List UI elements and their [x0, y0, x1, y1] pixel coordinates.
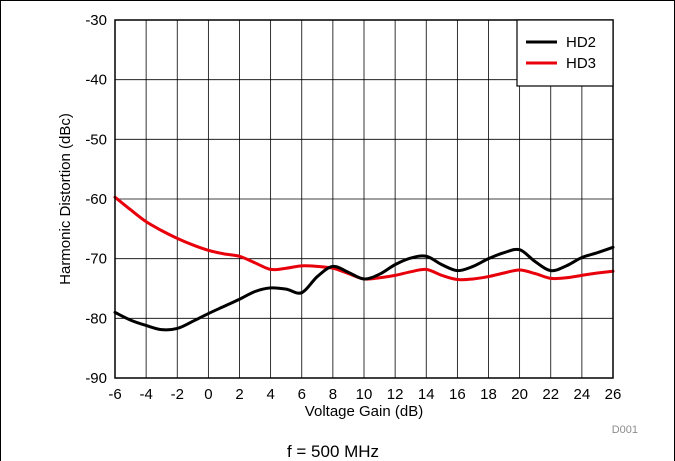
x-tick-label: 4 — [266, 386, 274, 403]
y-tick-label: -40 — [85, 72, 107, 89]
y-tick-label: -30 — [85, 12, 107, 29]
x-tick-label: 20 — [511, 386, 528, 403]
x-tick-label: 8 — [329, 386, 337, 403]
legend-box — [516, 19, 614, 87]
figure-code-label: D001 — [612, 424, 638, 436]
legend: HD2 HD3 — [516, 19, 614, 87]
x-tick-label: -2 — [171, 386, 184, 403]
figure-caption: f = 500 MHz — [287, 442, 379, 461]
x-tick-label: 18 — [480, 386, 497, 403]
x-tick-label: 26 — [605, 386, 622, 403]
y-tick-label: -90 — [85, 370, 107, 387]
x-tick-label: 12 — [387, 386, 404, 403]
x-tick-label: 24 — [574, 386, 591, 403]
legend-label-hd3: HD3 — [566, 55, 596, 72]
y-tick-label: -80 — [85, 310, 107, 327]
x-tick-label: 22 — [542, 386, 559, 403]
series-line-hd2 — [113, 245, 615, 332]
x-tick-label: 2 — [235, 386, 243, 403]
x-tick-label: 16 — [449, 386, 466, 403]
series-lines — [113, 195, 615, 332]
x-tick-label: 0 — [204, 386, 212, 403]
x-tick-label: 14 — [418, 386, 435, 403]
tick-labels: -6 -4 -2 0 2 4 6 8 10 12 14 16 18 20 22 24 26-30-40-50-6… — [85, 12, 621, 403]
x-tick-label: -6 — [108, 386, 121, 403]
legend-label-hd2: HD2 — [566, 34, 596, 51]
y-axis-title: Harmonic Distortion (dBc) — [57, 113, 74, 285]
y-tick-label: -70 — [85, 251, 107, 268]
x-tick-label: 10 — [356, 386, 373, 403]
plot-area — [114, 19, 614, 379]
x-tick-label: -4 — [139, 386, 152, 403]
x-axis-title: Voltage Gain (dB) — [305, 403, 423, 420]
y-tick-label: -50 — [85, 131, 107, 148]
x-tick-label: 6 — [298, 386, 306, 403]
y-tick-label: -60 — [85, 191, 107, 208]
